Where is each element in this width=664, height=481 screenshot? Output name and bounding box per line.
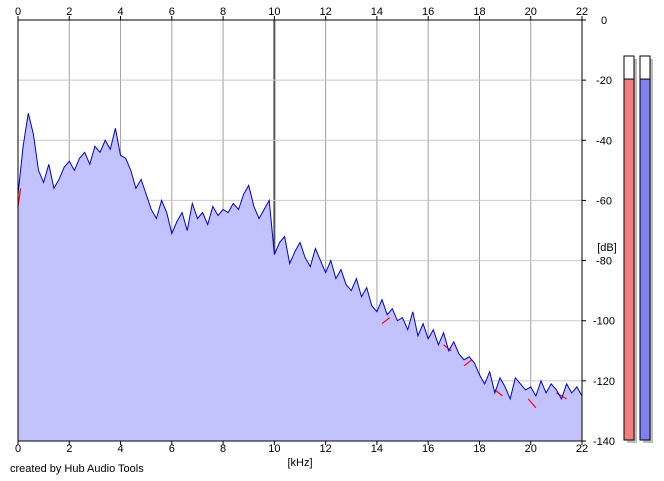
x-tick-label-bottom: 4 xyxy=(117,443,123,455)
x-tick-label-bottom: 16 xyxy=(422,443,434,455)
y-tick-label: -100 xyxy=(593,316,615,328)
x-tick-label-bottom: 0 xyxy=(15,443,21,455)
spectrum-area xyxy=(18,113,582,441)
x-axis-top: 0 2 4 6 8 10 12 14 16 18 20 22 xyxy=(15,6,588,20)
spectrum-fill xyxy=(18,113,582,441)
level-meters xyxy=(623,55,653,443)
series-red-segment xyxy=(494,389,503,397)
x-tick-label-bottom: 10 xyxy=(268,443,280,455)
x-tick-label-top: 2 xyxy=(66,6,72,18)
series-red-segment xyxy=(527,398,537,409)
y-tick-label: -40 xyxy=(596,135,612,147)
series-red-segment xyxy=(381,317,391,325)
x-tick-label-bottom: 8 xyxy=(220,443,226,455)
y-tick-label: -60 xyxy=(596,195,612,207)
x-tick-label-top: 20 xyxy=(525,6,537,18)
x-tick-label-top: 10 xyxy=(268,6,280,18)
series-blue-line xyxy=(17,113,583,401)
x-tick-label-bottom: 6 xyxy=(169,443,175,455)
x-tick-label-top: 16 xyxy=(422,6,434,18)
x-tick-label-bottom: 2 xyxy=(66,443,72,455)
x-axis-label: [kHz] xyxy=(287,457,312,469)
y-axis-label: [dB] xyxy=(597,242,617,254)
spectrum-lines xyxy=(17,113,583,409)
y-tick-label: -20 xyxy=(596,75,612,87)
x-tick-label-bottom: 18 xyxy=(473,443,485,455)
plot-border xyxy=(17,19,583,442)
x-tick-label-bottom: 14 xyxy=(371,443,383,455)
x-tick-label-top: 12 xyxy=(320,6,332,18)
x-tick-label-bottom: 20 xyxy=(525,443,537,455)
x-tick-label-top: 8 xyxy=(220,6,226,18)
meter-level xyxy=(639,78,651,441)
x-axis-bottom: 0 2 4 6 8 10 12 14 16 18 20 22 xyxy=(15,441,588,455)
x-tick-label-top: 0 xyxy=(15,6,21,18)
x-tick-label-top: 14 xyxy=(371,6,383,18)
y-tick-label: 0 xyxy=(601,15,607,27)
x-tick-label-bottom: 22 xyxy=(576,443,588,455)
x-tick-label-top: 4 xyxy=(117,6,123,18)
y-axis-right: 0 -20 -40 -60 -80 -100 -120 -140 xyxy=(582,15,615,448)
y-tick-label: -140 xyxy=(593,436,615,448)
x-tick-label-top: 6 xyxy=(169,6,175,18)
series-red-segment xyxy=(463,359,473,367)
x-tick-label-top: 22 xyxy=(576,6,588,18)
credit-text: created by Hub Audio Tools xyxy=(10,463,144,475)
x-tick-label-bottom: 12 xyxy=(320,443,332,455)
x-tick-label-top: 18 xyxy=(473,6,485,18)
meter-level xyxy=(623,78,635,441)
y-tick-label: -120 xyxy=(593,376,615,388)
y-tick-label: -80 xyxy=(596,256,612,268)
